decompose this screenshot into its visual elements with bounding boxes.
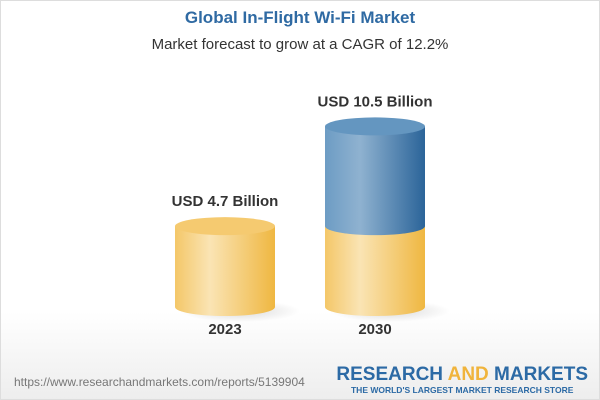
source-url[interactable]: https://www.researchandmarkets.com/repor… <box>14 375 305 389</box>
chart-subtitle: Market forecast to grow at a CAGR of 12.… <box>151 36 449 53</box>
cylinder-base-segment <box>325 226 425 316</box>
logo-tagline: THE WORLD'S LARGEST MARKET RESEARCH STOR… <box>350 385 574 395</box>
cylinder-top <box>325 117 425 136</box>
research-and-markets-logo: RESEARCH AND MARKETS THE WORLD'S LARGEST… <box>336 365 588 396</box>
logo-markets: MARKETS <box>488 364 588 385</box>
category-label: 2030 <box>358 321 391 338</box>
data-label: USD 10.5 Billion <box>317 93 432 110</box>
logo-research: RESEARCH <box>336 364 448 385</box>
category-label: 2023 <box>208 321 241 338</box>
data-label: USD 4.7 Billion <box>172 193 279 210</box>
cylinder-base-segment <box>175 226 275 316</box>
cylinder-top <box>175 217 275 236</box>
logo-and: AND <box>447 364 489 385</box>
cylinder-chart: USD 4.7 Billion 2023 USD 10.5 Billion 2030 <box>172 93 450 338</box>
chart-title: Global In-Flight Wi-Fi Market <box>184 8 416 27</box>
cylinder-growth-segment <box>325 126 425 236</box>
